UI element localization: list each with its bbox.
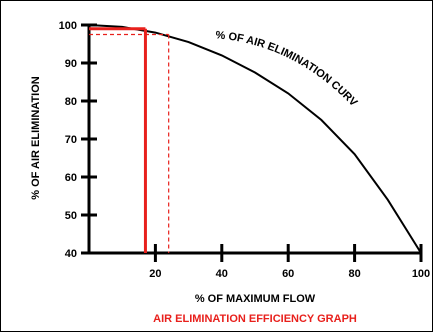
y-tick-label: 90 <box>65 58 77 70</box>
x-tick-label: 20 <box>149 268 161 280</box>
curve-label: % OF AIR ELIMINATION CURVE <box>1 1 360 109</box>
y-tick-label: 70 <box>65 134 77 146</box>
x-tick-label: 60 <box>282 268 294 280</box>
x-tick-label: 100 <box>412 268 430 280</box>
y-tick-label: 80 <box>65 96 77 108</box>
y-axis-label: % OF AIR ELIMINATION <box>30 76 42 199</box>
air-elimination-curve <box>88 24 422 254</box>
y-tick-label: 100 <box>59 20 77 32</box>
x-tick-label: 80 <box>348 268 360 280</box>
y-tick-label: 40 <box>65 248 77 260</box>
y-tick-label: 60 <box>65 172 77 184</box>
x-axis-label: % OF MAXIMUM FLOW <box>195 293 316 305</box>
y-tick-label: 50 <box>65 210 77 222</box>
x-tick-label: 40 <box>216 268 228 280</box>
chart-title: AIR ELIMINATION EFFICIENCY GRAPH <box>153 313 357 325</box>
